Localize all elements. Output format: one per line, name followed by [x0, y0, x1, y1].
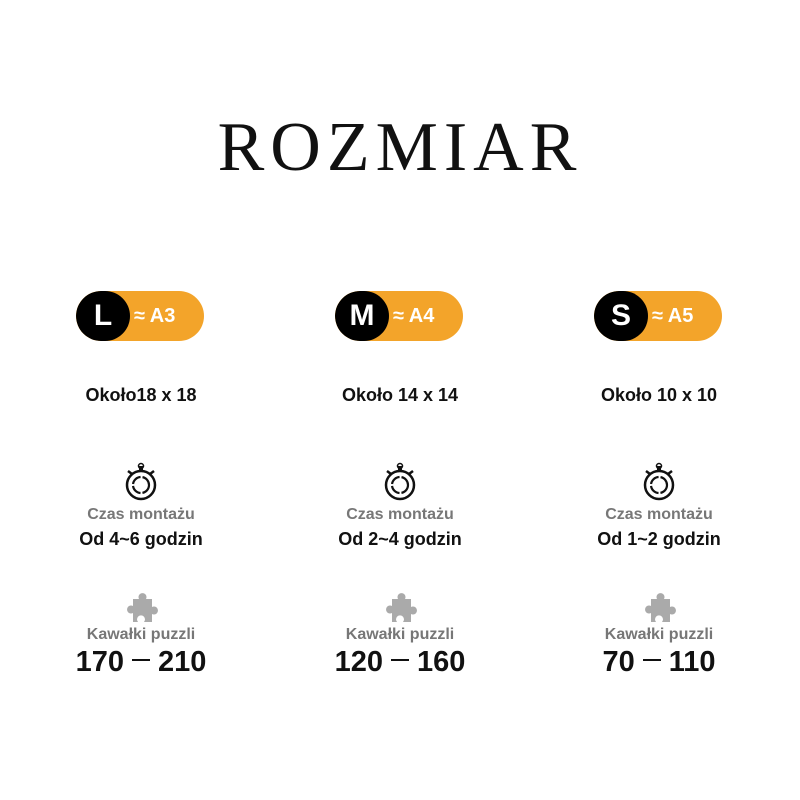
puzzle-piece-icon — [645, 593, 676, 622]
size-letter: M — [335, 291, 389, 341]
pieces-label: Kawałki puzzli — [86, 626, 196, 643]
paper-size: ≈ A4 — [393, 305, 435, 327]
pieces-range: 170 210 — [11, 646, 271, 679]
pieces-max: 110 — [668, 646, 716, 678]
pieces-min: 170 — [75, 646, 124, 678]
size-column: L ≈ A3 Około18 x 18 Czas montażu Od 4~6 … — [11, 0, 271, 800]
paper-size: ≈ A5 — [652, 305, 694, 327]
size-badge: M ≈ A4 — [335, 291, 463, 341]
range-dash — [642, 659, 661, 662]
assembly-time-value: Od 1~2 godzin — [597, 529, 721, 549]
stopwatch-icon — [125, 462, 157, 501]
paper-size: ≈ A3 — [134, 305, 176, 327]
size-column: S ≈ A5 Około 10 x 10 Czas montażu Od 1~2… — [529, 0, 789, 800]
assembly-time-value: Od 2~4 godzin — [338, 529, 462, 549]
pieces-label: Kawałki puzzli — [345, 626, 455, 643]
dimensions: Około 14 x 14 — [341, 385, 459, 405]
assembly-time-label: Czas montażu — [605, 506, 713, 523]
puzzle-piece-icon — [127, 593, 158, 622]
size-letter: S — [594, 291, 648, 341]
page-title: ROZMIAR — [217, 109, 583, 186]
assembly-time-label: Czas montażu — [346, 506, 454, 523]
pieces-min: 70 — [602, 646, 635, 678]
pieces-range: 120 160 — [270, 646, 530, 679]
pieces-max: 210 — [158, 646, 207, 678]
pieces-label: Kawałki puzzli — [604, 626, 714, 643]
pieces-max: 160 — [417, 646, 466, 678]
size-badge: S ≈ A5 — [594, 291, 722, 341]
size-letter: L — [76, 291, 130, 341]
assembly-time-label: Czas montażu — [87, 506, 195, 523]
pieces-range: 70 110 — [529, 646, 789, 679]
stopwatch-icon — [643, 462, 675, 501]
range-dash — [132, 659, 150, 662]
dimensions: Około18 x 18 — [85, 385, 197, 405]
dimensions: Około 10 x 10 — [600, 385, 718, 405]
assembly-time-value: Od 4~6 godzin — [79, 529, 203, 549]
range-dash — [391, 659, 409, 662]
stopwatch-icon — [384, 462, 416, 501]
size-column: M ≈ A4 Około 14 x 14 Czas montażu Od 2~4… — [270, 0, 530, 800]
pieces-min: 120 — [334, 646, 383, 678]
size-badge: L ≈ A3 — [76, 291, 204, 341]
puzzle-piece-icon — [386, 593, 417, 622]
